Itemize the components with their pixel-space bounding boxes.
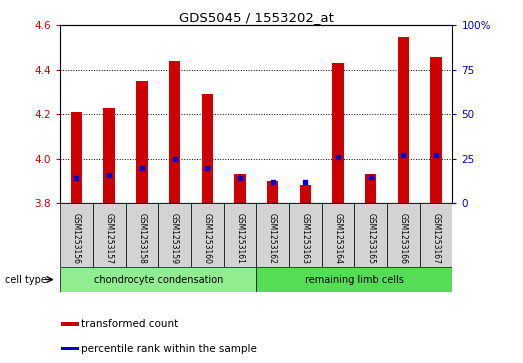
Bar — [93, 203, 126, 267]
Text: GSM1253157: GSM1253157 — [105, 213, 113, 264]
Point — [268, 179, 277, 185]
Text: GSM1253158: GSM1253158 — [138, 213, 146, 264]
Bar — [61, 347, 78, 350]
Point — [301, 179, 310, 185]
Text: GSM1253166: GSM1253166 — [399, 213, 408, 264]
Bar — [104, 108, 115, 203]
Point — [432, 152, 440, 158]
Bar — [289, 203, 322, 267]
Bar — [191, 203, 224, 267]
Text: chondrocyte condensation: chondrocyte condensation — [94, 274, 223, 285]
Text: transformed count: transformed count — [81, 319, 178, 329]
Bar — [61, 322, 78, 326]
Bar — [136, 81, 147, 203]
Bar — [71, 112, 82, 203]
Bar — [60, 203, 93, 267]
Bar — [387, 203, 419, 267]
Text: GSM1253165: GSM1253165 — [366, 213, 375, 264]
Text: GSM1253160: GSM1253160 — [203, 213, 212, 264]
Title: GDS5045 / 1553202_at: GDS5045 / 1553202_at — [179, 11, 334, 24]
Bar — [256, 267, 452, 292]
Bar — [332, 63, 344, 203]
Bar — [365, 174, 377, 203]
Text: GSM1253161: GSM1253161 — [235, 213, 244, 264]
Bar — [419, 203, 452, 267]
Text: GSM1253164: GSM1253164 — [334, 213, 343, 264]
Bar — [224, 203, 256, 267]
Bar — [201, 94, 213, 203]
Text: cell type: cell type — [5, 274, 47, 285]
Text: percentile rank within the sample: percentile rank within the sample — [81, 343, 257, 354]
Bar — [234, 174, 246, 203]
Point — [105, 172, 113, 178]
Text: remaining limb cells: remaining limb cells — [305, 274, 404, 285]
Bar — [397, 37, 409, 203]
Text: GSM1253163: GSM1253163 — [301, 213, 310, 264]
Text: GSM1253156: GSM1253156 — [72, 213, 81, 264]
Text: GSM1253162: GSM1253162 — [268, 213, 277, 264]
Point — [236, 175, 244, 181]
Point — [367, 174, 375, 179]
Point — [203, 165, 211, 171]
Point — [72, 175, 81, 181]
Bar — [158, 203, 191, 267]
Bar — [322, 203, 355, 267]
Text: GSM1253159: GSM1253159 — [170, 213, 179, 264]
Bar — [267, 181, 278, 203]
Bar — [355, 203, 387, 267]
Point — [399, 152, 407, 158]
Point — [334, 154, 342, 160]
Point — [138, 165, 146, 171]
Bar — [169, 61, 180, 203]
Bar — [300, 185, 311, 203]
Point — [170, 156, 179, 162]
Bar — [430, 57, 442, 203]
Bar — [126, 203, 158, 267]
Text: GSM1253167: GSM1253167 — [431, 213, 440, 264]
Bar — [256, 203, 289, 267]
Bar — [60, 267, 256, 292]
